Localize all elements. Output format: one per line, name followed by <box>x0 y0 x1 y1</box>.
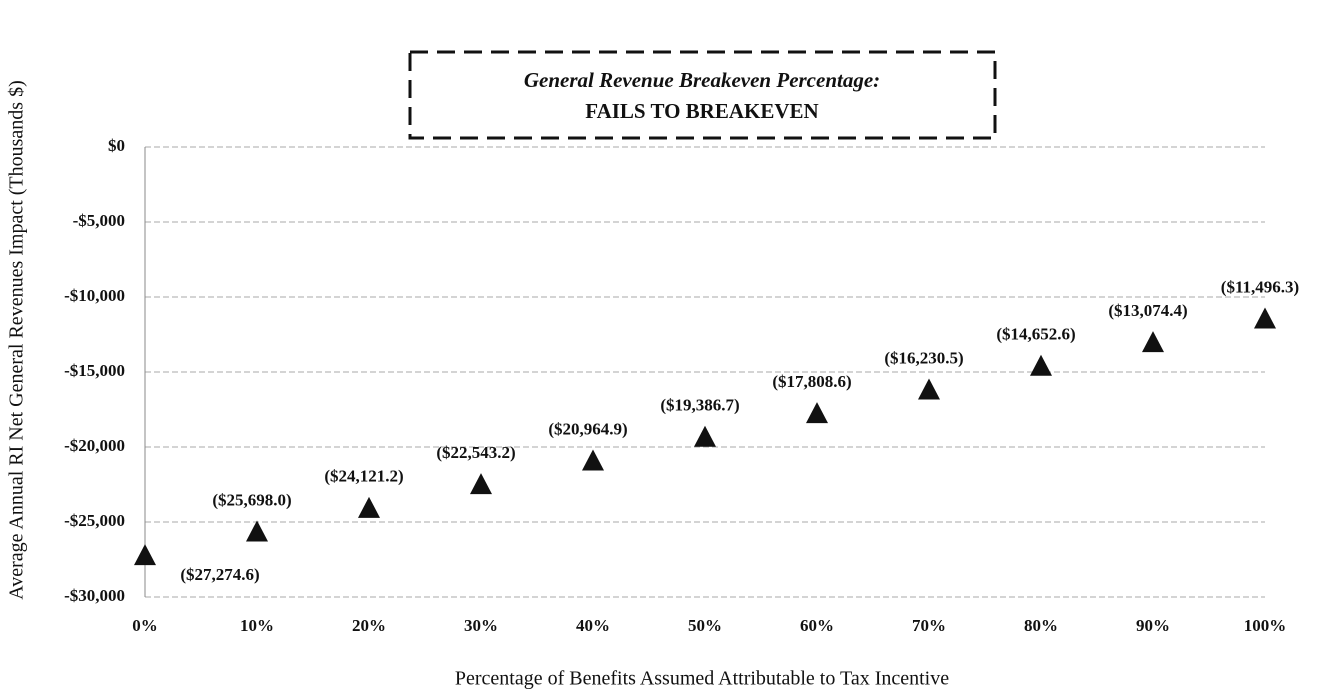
data-label: ($13,074.4) <box>1108 301 1187 320</box>
data-label: ($27,274.6) <box>180 565 259 584</box>
x-tick-label: 0% <box>132 616 158 635</box>
data-label: ($11,496.3) <box>1221 277 1299 296</box>
x-tick-label: 70% <box>912 616 946 635</box>
x-tick-label: 60% <box>800 616 834 635</box>
x-tick-label: 50% <box>688 616 722 635</box>
point <box>1254 307 1276 329</box>
data-label: ($20,964.9) <box>548 419 627 438</box>
data-label: ($14,652.6) <box>996 325 1075 344</box>
y-tick-label: $0 <box>108 136 125 155</box>
point <box>582 449 604 471</box>
data-label: ($25,698.0) <box>212 490 291 509</box>
point <box>246 520 268 542</box>
point <box>470 473 492 495</box>
point <box>806 402 828 424</box>
annotation-box <box>408 50 997 140</box>
annotation-text: FAILS TO BREAKEVEN <box>585 99 818 123</box>
data-label: ($19,386.7) <box>660 396 739 415</box>
point <box>358 496 380 518</box>
x-tick-label: 20% <box>352 616 386 635</box>
y-tick-label: -$25,000 <box>64 511 125 530</box>
x-axis-title: Percentage of Benefits Assumed Attributa… <box>455 668 949 690</box>
x-tick-label: 90% <box>1136 616 1170 635</box>
x-tick-label: 10% <box>240 616 274 635</box>
data-label: ($22,543.2) <box>436 443 515 462</box>
data-label: ($17,808.6) <box>772 372 851 391</box>
y-tick-label: -$5,000 <box>73 211 125 230</box>
y-tick-label: -$10,000 <box>64 286 125 305</box>
x-tick-label: 30% <box>464 616 498 635</box>
x-tick-label: 100% <box>1244 616 1287 635</box>
data-label: ($24,121.2) <box>324 467 403 486</box>
x-tick-label: 80% <box>1024 616 1058 635</box>
y-tick-label: -$15,000 <box>64 361 125 380</box>
data-label: ($16,230.5) <box>884 348 963 367</box>
y-axis-title: Average Annual RI Net General Revenues I… <box>6 80 28 599</box>
point <box>694 425 716 447</box>
point <box>1030 354 1052 376</box>
y-tick-label: -$20,000 <box>64 436 125 455</box>
point <box>918 378 940 400</box>
x-tick-label: 40% <box>576 616 610 635</box>
point <box>134 544 156 566</box>
y-tick-label: -$30,000 <box>64 586 125 605</box>
point <box>1142 331 1164 353</box>
annotation-title: General Revenue Breakeven Percentage: <box>524 68 880 92</box>
